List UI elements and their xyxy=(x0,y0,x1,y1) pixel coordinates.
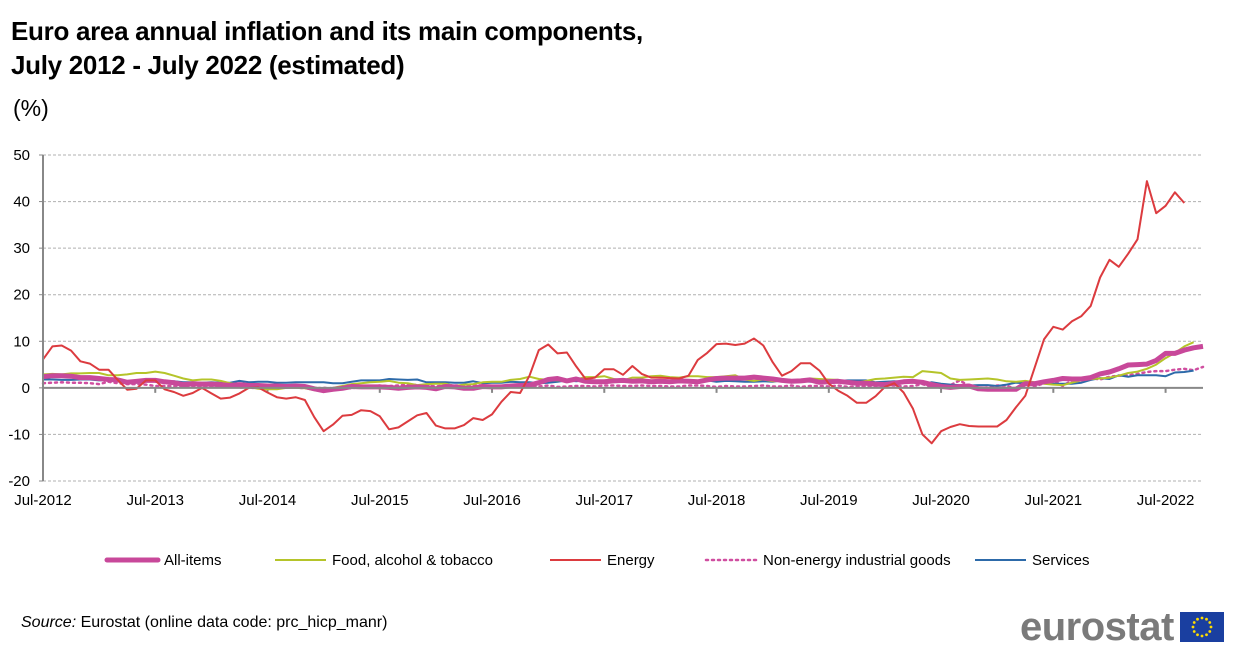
x-tick-label: Jul-2017 xyxy=(576,492,634,509)
x-tick-label: Jul-2021 xyxy=(1025,492,1083,509)
flag-star xyxy=(1192,630,1196,633)
flag-star xyxy=(1208,621,1212,624)
legend-label: All-items xyxy=(164,552,222,569)
logo-text: eurostat xyxy=(1020,605,1174,649)
legend-label: Energy xyxy=(607,552,655,569)
flag-star xyxy=(1208,630,1212,633)
legend-label: Non-energy industrial goods xyxy=(763,552,951,569)
chart-title: Euro area annual inflation and its main … xyxy=(11,14,643,82)
y-tick-label: 50 xyxy=(13,147,30,164)
flag-star xyxy=(1191,625,1195,629)
legend-label: Services xyxy=(1032,552,1090,569)
y-axis-ticks: -20 -10 0 10 20 30 40 50 xyxy=(8,147,43,490)
series-line-energy xyxy=(42,180,1186,445)
chart-title-line1: Euro area annual inflation and its main … xyxy=(11,16,643,46)
x-tick-label: Jul-2022 xyxy=(1137,492,1195,509)
x-tick-label: Jul-2013 xyxy=(126,492,184,509)
source-text: Eurostat (online data code: prc_hicp_man… xyxy=(76,614,388,631)
y-tick-label: 30 xyxy=(13,240,30,257)
legend-item: All-items xyxy=(104,552,222,569)
gridlines xyxy=(43,154,1203,482)
eu-flag-icon xyxy=(1179,612,1224,642)
legend-item: Services xyxy=(975,552,1090,569)
flag-star xyxy=(1195,633,1199,637)
x-tick-label: Jul-2015 xyxy=(351,492,409,509)
axes xyxy=(42,155,1203,481)
x-tick-label: Jul-2012 xyxy=(14,492,72,509)
y-tick-label: 40 xyxy=(13,194,30,211)
y-tick-label: 0 xyxy=(22,380,30,397)
flag-star xyxy=(1195,617,1199,621)
x-axis-ticks: Jul-2012 Jul-2013 Jul-2014 Jul-2015 Jul-2016… xyxy=(14,387,1195,509)
flag-star xyxy=(1200,616,1204,620)
y-tick-label: 10 xyxy=(13,333,30,350)
chart-title-line2: July 2012 - July 2022 (estimated) xyxy=(11,50,405,80)
legend-item: Energy xyxy=(550,552,655,569)
x-tick-label: Jul-2019 xyxy=(800,492,858,509)
eurostat-logo: eurostat xyxy=(1020,607,1224,647)
x-tick-label: Jul-2016 xyxy=(463,492,521,509)
flag-star xyxy=(1209,625,1213,629)
x-tick-label: Jul-2020 xyxy=(912,492,970,509)
unit-label: (%) xyxy=(13,95,49,121)
x-tick-label: Jul-2018 xyxy=(688,492,746,509)
source-note: Source: Eurostat (online data code: prc_… xyxy=(21,614,387,632)
x-tick-label: Jul-2014 xyxy=(239,492,297,509)
y-tick-label: -20 xyxy=(8,473,30,490)
flag-star xyxy=(1200,634,1204,638)
y-tick-label: -10 xyxy=(8,426,30,443)
flag-star xyxy=(1192,621,1196,624)
legend-label: Food, alcohol & tobacco xyxy=(332,552,493,569)
y-tick-label: 20 xyxy=(13,287,30,304)
source-label: Source: xyxy=(21,614,77,631)
legend-item: Food, alcohol & tobacco xyxy=(275,552,493,569)
flag-star xyxy=(1204,633,1208,637)
series-lines xyxy=(41,180,1205,445)
series-line-all-items xyxy=(42,343,1204,394)
legend-item: Non-energy industrial goods xyxy=(704,552,951,569)
legend: All-items Food, alcohol & tobacco Energy No… xyxy=(104,552,1090,569)
flag-star xyxy=(1204,617,1208,621)
